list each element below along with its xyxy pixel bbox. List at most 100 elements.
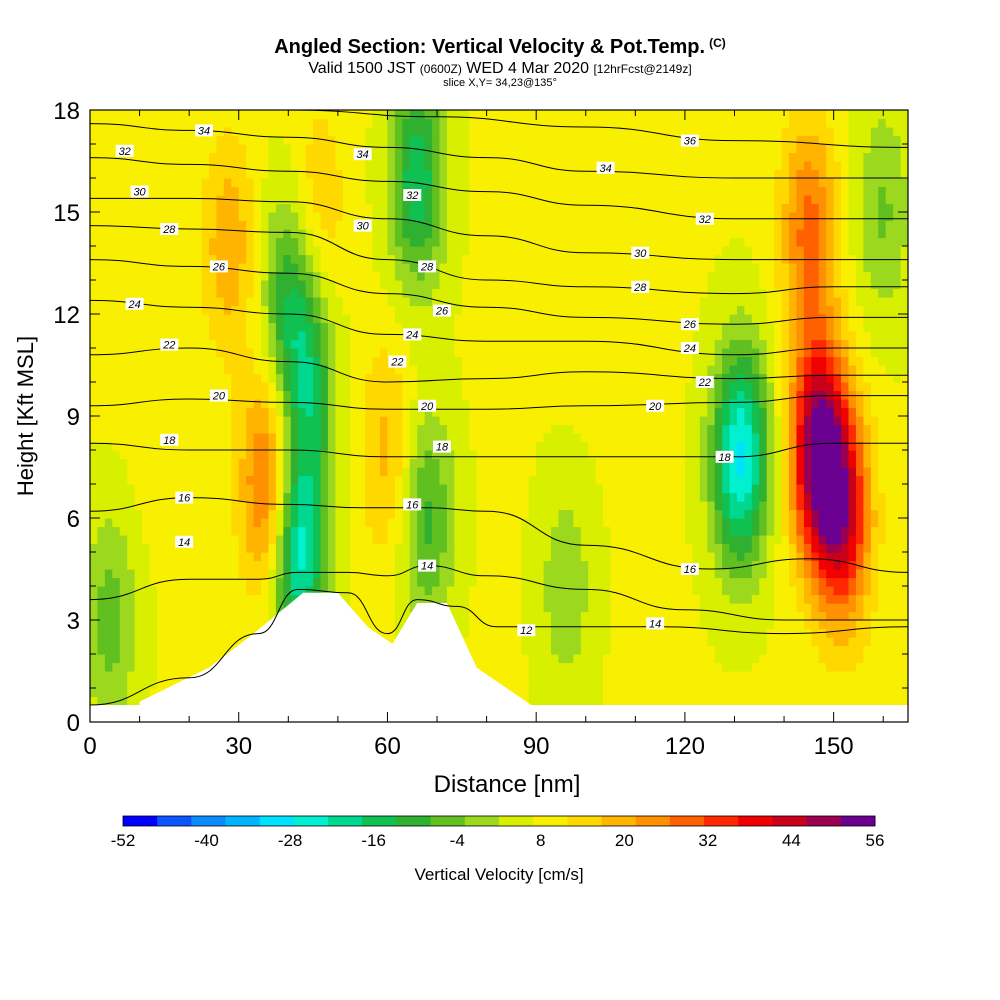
velocity-cell: [380, 543, 389, 553]
velocity-cell: [290, 288, 299, 298]
velocity-cell: [208, 645, 218, 655]
velocity-cell: [603, 645, 612, 655]
velocity-cell: [238, 195, 247, 205]
velocity-cell: [536, 288, 545, 298]
velocity-cell: [551, 110, 560, 120]
velocity-cell: [491, 518, 500, 528]
velocity-cell: [565, 458, 574, 468]
velocity-cell: [112, 220, 121, 230]
velocity-cell: [528, 110, 537, 120]
velocity-cell: [327, 212, 336, 222]
velocity-cell: [506, 552, 515, 562]
velocity-cell: [588, 696, 597, 706]
velocity-cell: [164, 110, 173, 120]
velocity-cell: [223, 110, 232, 120]
velocity-cell: [119, 501, 128, 511]
velocity-cell: [432, 110, 441, 120]
velocity-cell: [558, 390, 567, 400]
velocity-cell: [171, 348, 180, 358]
velocity-cell: [320, 526, 329, 536]
velocity-cell: [246, 628, 255, 638]
velocity-cell: [513, 331, 522, 341]
velocity-cell: [350, 407, 359, 417]
velocity-cell: [156, 254, 165, 264]
velocity-cell: [201, 637, 210, 647]
velocity-cell: [565, 373, 574, 383]
velocity-cell: [409, 135, 418, 145]
velocity-cell: [275, 237, 284, 247]
velocity-cell: [194, 560, 203, 570]
velocity-cell: [112, 178, 121, 188]
velocity-cell: [112, 467, 121, 477]
velocity-cell: [394, 526, 403, 536]
velocity-cell: [461, 263, 470, 273]
velocity-cell: [565, 144, 574, 154]
velocity-cell: [365, 492, 374, 502]
velocity-cell: [513, 475, 522, 485]
velocity-cell: [127, 696, 136, 706]
velocity-cell: [156, 467, 165, 477]
velocity-cell: [476, 161, 485, 171]
velocity-cell: [558, 594, 567, 604]
velocity-cell: [142, 399, 151, 409]
velocity-cell: [499, 577, 508, 587]
velocity-cell: [186, 424, 195, 434]
velocity-cell: [268, 484, 277, 494]
velocity-cell: [335, 339, 344, 349]
velocity-cell: [149, 424, 158, 434]
velocity-cell: [551, 501, 560, 511]
velocity-cell: [156, 526, 165, 536]
velocity-cell: [223, 237, 232, 247]
velocity-cell: [528, 671, 537, 681]
velocity-cell: [335, 441, 344, 451]
velocity-cell: [365, 382, 374, 392]
velocity-cell: [513, 637, 522, 647]
velocity-cell: [238, 305, 247, 315]
velocity-cell: [350, 229, 359, 239]
velocity-cell: [521, 484, 530, 494]
velocity-cell: [469, 118, 478, 128]
velocity-cell: [521, 433, 530, 443]
velocity-cell: [417, 569, 426, 579]
velocity-cell: [223, 577, 232, 587]
velocity-cell: [208, 118, 218, 128]
velocity-cell: [97, 586, 106, 596]
velocity-cell: [142, 586, 151, 596]
velocity-cell: [201, 280, 210, 290]
velocity-cell: [476, 118, 485, 128]
velocity-cell: [90, 577, 99, 587]
velocity-cell: [253, 169, 262, 179]
velocity-cell: [513, 127, 522, 137]
velocity-cell: [335, 484, 344, 494]
velocity-cell: [194, 594, 203, 604]
velocity-cell: [469, 339, 478, 349]
velocity-cell: [253, 620, 262, 630]
velocity-cell: [424, 331, 433, 341]
velocity-cell: [536, 645, 545, 655]
velocity-cell: [380, 212, 389, 222]
velocity-cell: [201, 110, 210, 120]
velocity-cell: [216, 535, 225, 545]
velocity-cell: [246, 246, 255, 256]
velocity-cell: [179, 475, 188, 485]
velocity-cell: [305, 535, 314, 545]
velocity-cell: [469, 220, 478, 230]
velocity-cell: [127, 509, 136, 519]
velocity-cell: [521, 348, 530, 358]
velocity-cell: [595, 237, 604, 247]
velocity-cell: [119, 450, 128, 460]
velocity-cell: [275, 288, 284, 298]
velocity-cell: [283, 467, 292, 477]
velocity-cell: [506, 356, 515, 366]
velocity-cell: [521, 509, 530, 519]
velocity-cell: [357, 577, 366, 587]
velocity-cell: [223, 492, 232, 502]
velocity-cell: [238, 407, 247, 417]
velocity-cell: [439, 594, 448, 604]
velocity-cell: [186, 560, 195, 570]
velocity-cell: [580, 518, 589, 528]
velocity-cell: [536, 586, 545, 596]
velocity-cell: [112, 356, 121, 366]
velocity-cell: [201, 475, 210, 485]
velocity-cell: [90, 356, 99, 366]
